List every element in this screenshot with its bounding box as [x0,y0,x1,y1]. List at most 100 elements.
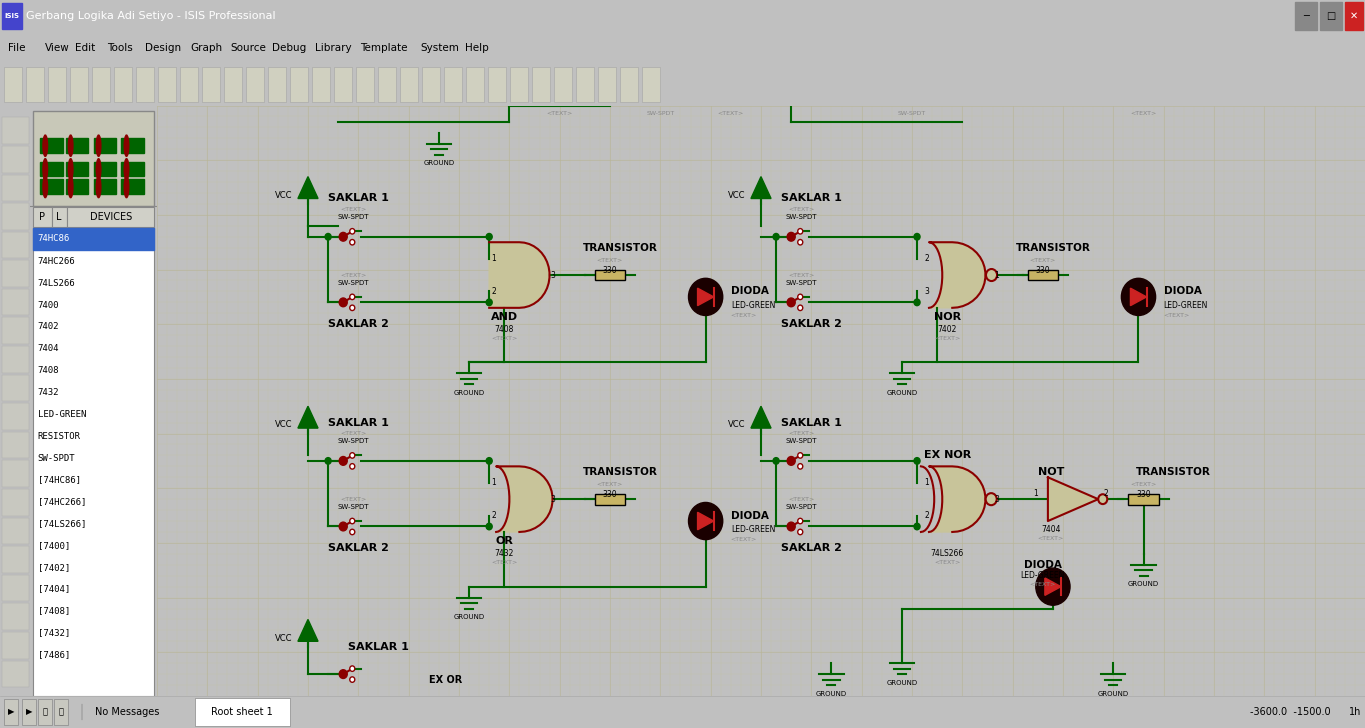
Circle shape [797,464,803,469]
Circle shape [1036,568,1070,605]
Circle shape [915,523,920,530]
Bar [1,261,29,287]
Text: 2: 2 [1103,489,1108,498]
Bar [356,67,374,102]
Text: VCC: VCC [729,191,745,199]
Polygon shape [298,406,318,428]
Circle shape [97,159,101,180]
Text: Source: Source [229,43,266,52]
Text: L: L [56,212,61,221]
Text: SW-SPDT: SW-SPDT [337,280,369,285]
Circle shape [349,453,355,458]
Bar [115,67,132,102]
Circle shape [68,176,72,198]
Text: 74HC266: 74HC266 [38,257,75,266]
Bar [70,67,87,102]
Circle shape [797,240,803,245]
Text: 7402: 7402 [938,325,957,334]
Text: GROUND: GROUND [886,389,917,396]
Bar [55,699,68,725]
Polygon shape [698,288,714,306]
Text: 2: 2 [491,511,495,520]
Circle shape [486,458,493,464]
Circle shape [349,294,355,300]
Text: ✕: ✕ [1350,11,1358,21]
Bar [66,162,89,176]
Circle shape [68,159,72,180]
Text: SW-SPDT: SW-SPDT [785,438,818,444]
Text: EX NOR: EX NOR [924,451,971,460]
Text: <TEXT>: <TEXT> [1029,258,1057,263]
Text: LED-GREEN: LED-GREEN [730,526,775,534]
Bar [532,67,550,102]
Bar [121,138,145,153]
Polygon shape [1130,288,1147,306]
Circle shape [773,234,779,240]
Text: VCC: VCC [729,420,745,430]
Text: 330: 330 [603,491,617,499]
Bar [224,67,242,102]
Text: SW-SPDT: SW-SPDT [785,504,818,510]
Text: AND: AND [491,312,517,322]
Text: [7404]: [7404] [38,585,70,593]
Circle shape [688,502,722,539]
Bar [52,207,67,226]
Bar [378,67,396,102]
Bar [40,162,63,176]
Text: 74LS266: 74LS266 [38,279,75,288]
Text: ISIS: ISIS [4,13,19,19]
Bar [1,346,29,373]
Text: SW-SPDT: SW-SPDT [785,214,818,220]
Bar [67,207,154,226]
Circle shape [797,229,803,234]
Text: 3: 3 [924,287,930,296]
Text: DIODA: DIODA [730,286,768,296]
Text: 74LS266: 74LS266 [931,550,964,558]
Bar [1,632,29,659]
Polygon shape [298,177,318,199]
Text: SAKLAR 1: SAKLAR 1 [328,418,389,427]
Bar [1,604,29,630]
Circle shape [797,529,803,534]
Text: <TEXT>: <TEXT> [340,272,366,277]
Text: TRANSISTOR: TRANSISTOR [583,242,658,253]
Bar [1,518,29,544]
Text: <TEXT>: <TEXT> [788,431,815,436]
Text: <TEXT>: <TEXT> [491,560,517,565]
Circle shape [97,135,101,157]
Text: SW-SPDT: SW-SPDT [785,280,818,285]
Text: GROUND: GROUND [1097,690,1129,697]
Text: 74HC86: 74HC86 [38,234,70,243]
Text: 3: 3 [995,494,999,504]
Circle shape [349,229,355,234]
Circle shape [339,670,347,678]
Text: ─: ─ [1304,11,1309,21]
Circle shape [339,298,347,306]
Text: DIODA: DIODA [1024,560,1062,570]
Text: Design: Design [145,43,182,52]
Bar [33,207,52,226]
Text: P: P [40,212,45,221]
Bar [33,228,154,250]
Circle shape [788,298,796,306]
Circle shape [797,518,803,523]
Bar [1,546,29,573]
Bar [136,67,154,102]
Bar [1,232,29,258]
Bar [444,67,461,102]
Bar [121,162,145,176]
Text: Graph: Graph [190,43,222,52]
Bar [202,67,220,102]
Text: EX OR: EX OR [429,675,461,684]
Text: LED-GREEN: LED-GREEN [1021,571,1065,580]
Text: SAKLAR 2: SAKLAR 2 [328,320,389,329]
Text: SW-SPDT: SW-SPDT [337,504,369,510]
Text: 7408: 7408 [38,366,59,375]
Text: SAKLAR 1: SAKLAR 1 [348,642,409,652]
Text: Gerbang Logika Adi Setiyo - ISIS Professional: Gerbang Logika Adi Setiyo - ISIS Profess… [26,11,276,21]
Bar [93,138,116,153]
Circle shape [1099,494,1107,504]
Circle shape [773,458,779,464]
Text: 1h: 1h [1349,707,1361,717]
Text: <TEXT>: <TEXT> [1037,536,1065,541]
